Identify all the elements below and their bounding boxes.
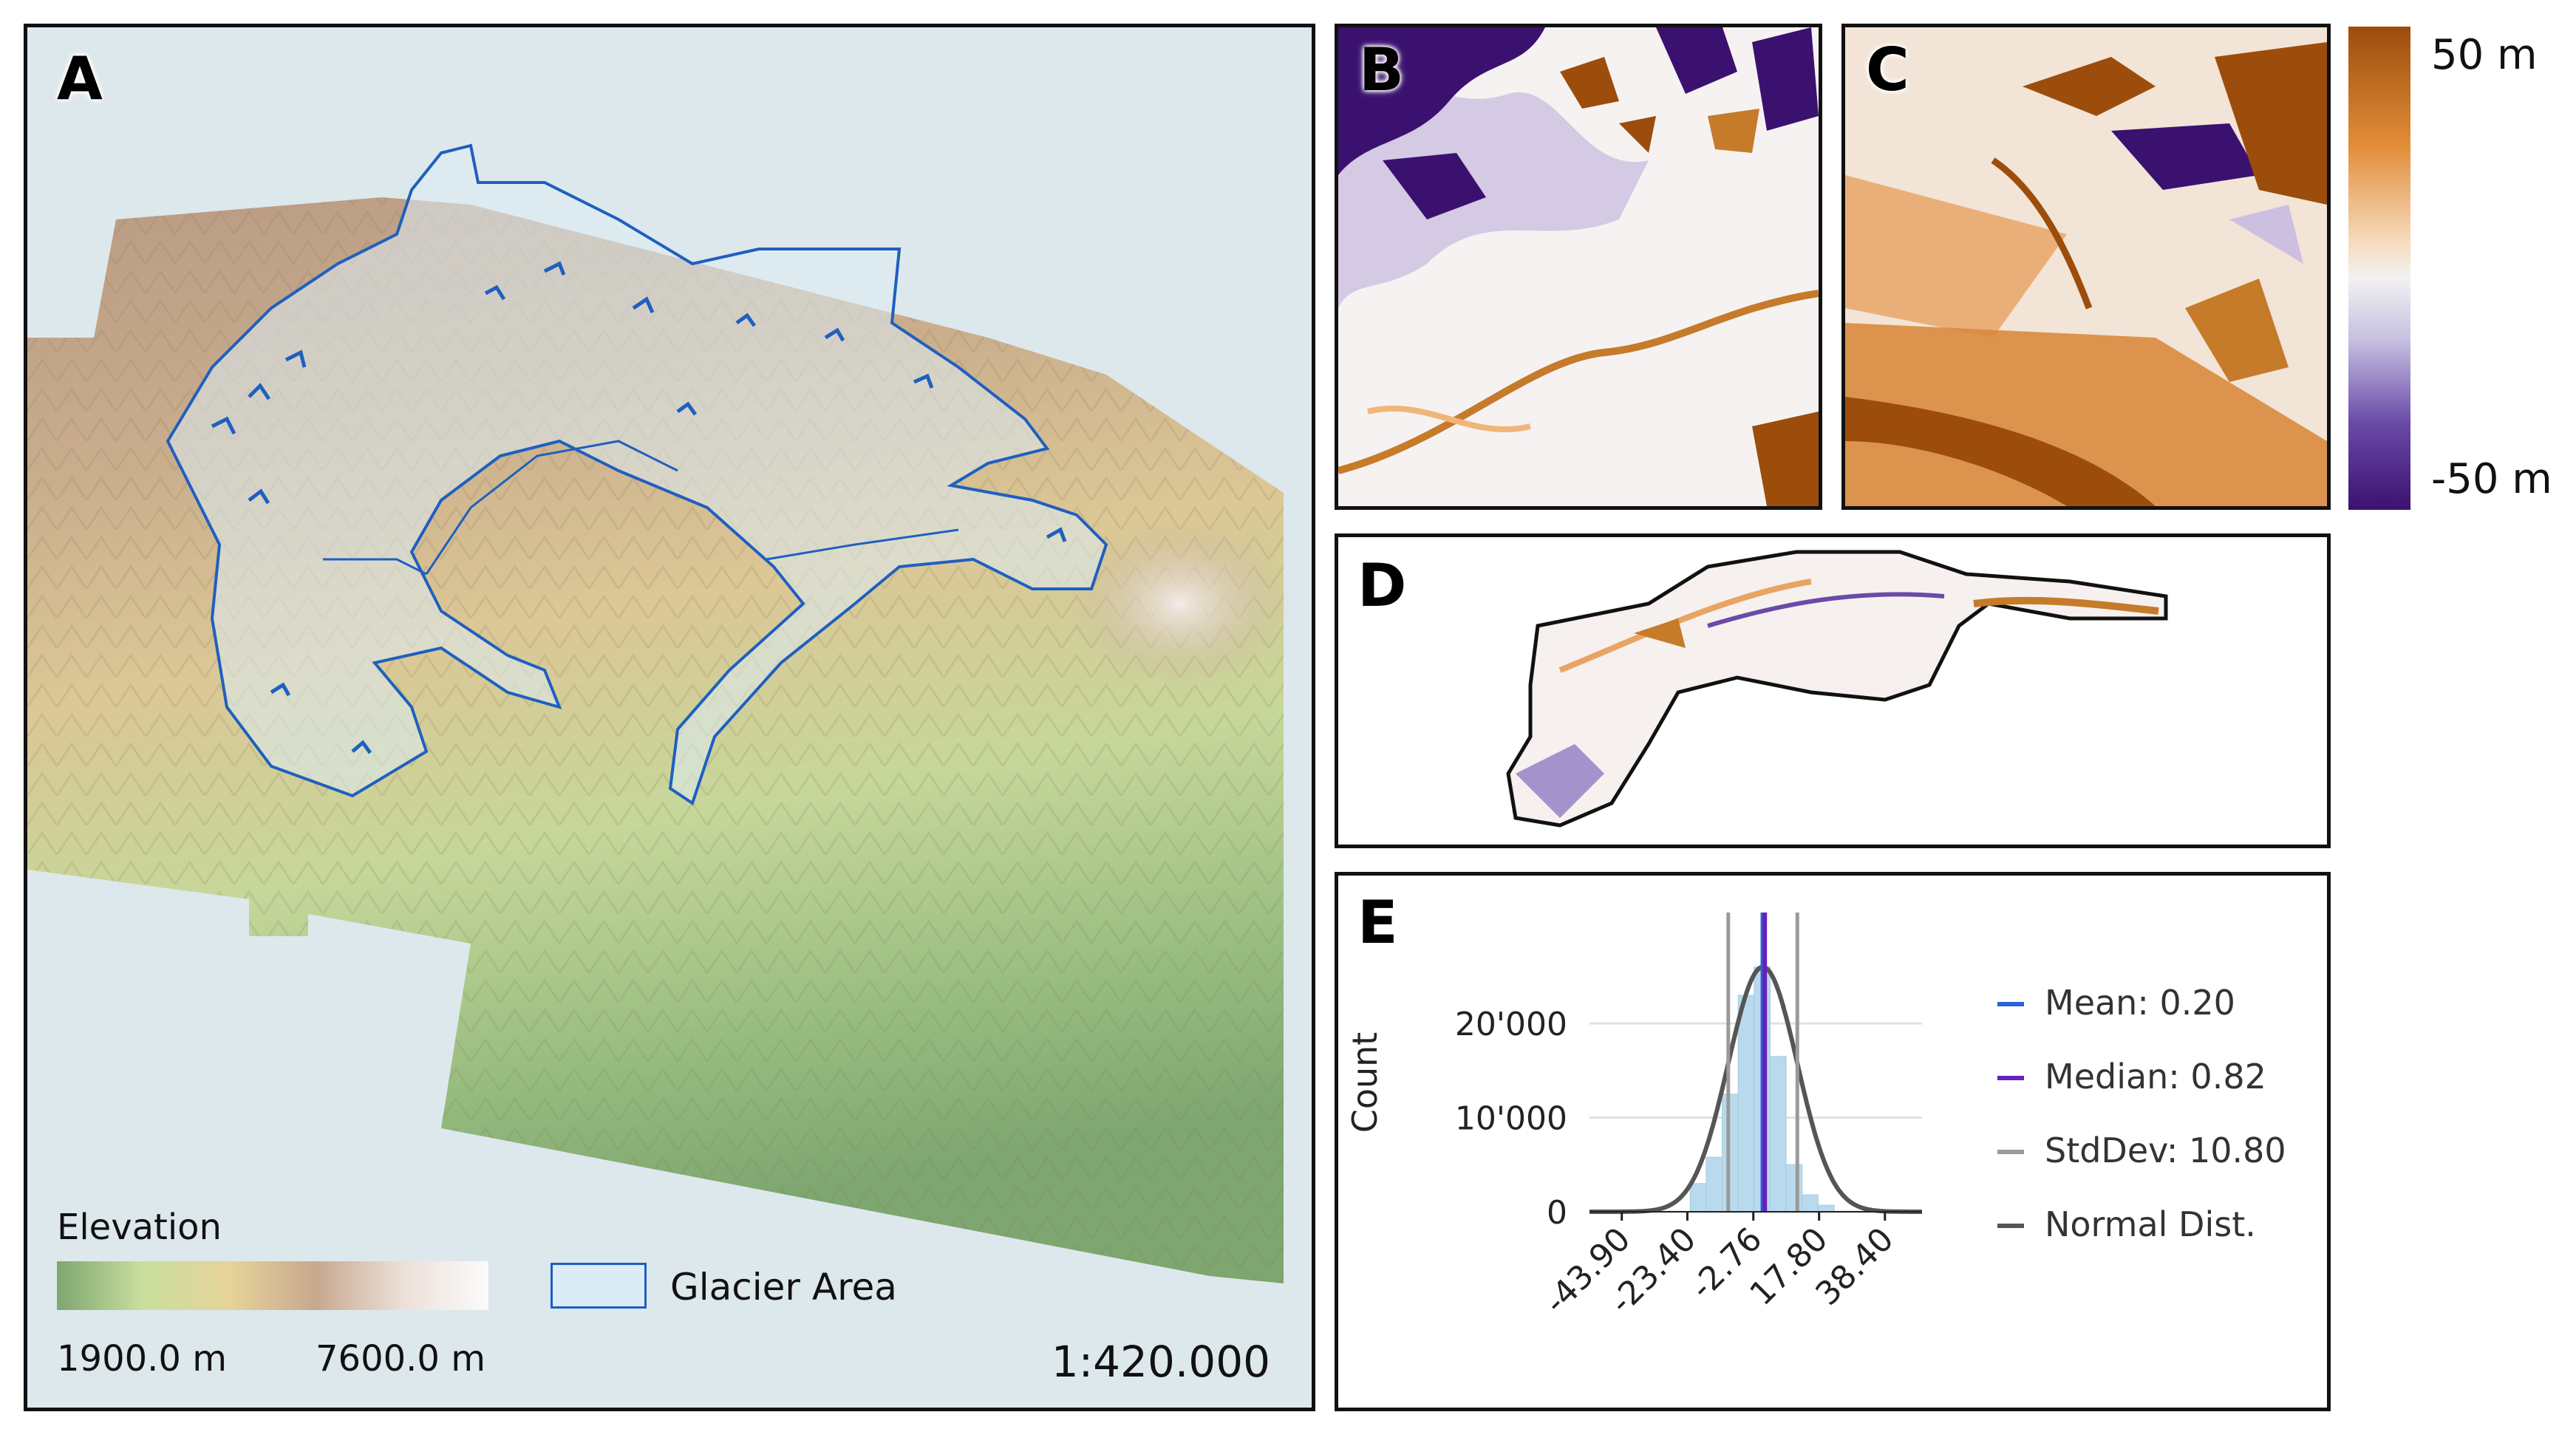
panel-d-label: D xyxy=(1357,551,1407,620)
colorbar-max-label: 50 m xyxy=(2431,31,2538,79)
histogram-bar xyxy=(1817,1204,1835,1213)
colorbar-min-label: -50 m xyxy=(2431,455,2552,503)
x-tick-label: 38.40 xyxy=(1808,1221,1901,1313)
panel-e-histogram: E 0 10'000 20'000 -43.90 -23.40 -2.76 17.80 38.… xyxy=(1335,872,2331,1411)
legend-label-normal: Normal Dist. xyxy=(2045,1204,2256,1244)
legend-label-stddev: StdDev: 10.80 xyxy=(2045,1130,2286,1170)
histogram-bar xyxy=(1722,1094,1739,1213)
map-scale-label: 1:420.000 xyxy=(1051,1337,1270,1387)
histogram-bar xyxy=(1737,995,1755,1213)
histogram-bar xyxy=(1689,1183,1707,1213)
panel-c-difference-map: C xyxy=(1841,24,2331,510)
difference-colorbar xyxy=(2348,27,2410,510)
histogram-bar xyxy=(1769,1056,1787,1213)
y-tick-label: 0 xyxy=(1547,1194,1567,1232)
glacier-difference-outline xyxy=(1506,550,2168,828)
glacier-area-outline xyxy=(166,143,1108,806)
elevation-map-graphic xyxy=(27,143,1291,1283)
panel-c-label: C xyxy=(1866,35,1909,104)
elevation-max-label: 7600.0 m xyxy=(316,1338,485,1379)
panel-d-glacier-difference: D xyxy=(1335,533,2331,848)
legend-label-mean: Mean: 0.20 xyxy=(2045,983,2235,1023)
difference-map-c-graphic xyxy=(1845,27,2327,506)
elevation-color-ramp xyxy=(57,1261,488,1310)
histogram-bar xyxy=(1802,1194,1819,1213)
histogram-bar xyxy=(1785,1164,1803,1213)
histogram-bar xyxy=(1706,1156,1723,1213)
panel-b-label: B xyxy=(1359,35,1404,104)
y-tick-label: 20'000 xyxy=(1455,1006,1567,1043)
histogram-chart: 010'00020'000-43.90-23.40-2.7617.8038.40… xyxy=(1345,913,2286,1321)
panel-a-elevation-map: A Elevation 1900.0 m 7600.0 m Glacier Ar… xyxy=(24,24,1315,1411)
elevation-legend-title: Elevation xyxy=(57,1207,222,1248)
glacier-legend-label: Glacier Area xyxy=(670,1266,897,1309)
panel-b-difference-map: B xyxy=(1335,24,1822,510)
glacier-legend-swatch xyxy=(551,1263,647,1309)
glacier-difference-graphic xyxy=(1506,550,2168,828)
y-tick-label: 10'000 xyxy=(1455,1100,1567,1138)
panel-e-label: E xyxy=(1357,888,1398,957)
difference-map-b-graphic xyxy=(1338,27,1819,506)
y-axis-title: Count xyxy=(1345,1032,1385,1133)
elevation-min-label: 1900.0 m xyxy=(57,1338,227,1379)
legend-label-median: Median: 0.82 xyxy=(2045,1057,2266,1097)
panel-a-label: A xyxy=(57,44,103,113)
